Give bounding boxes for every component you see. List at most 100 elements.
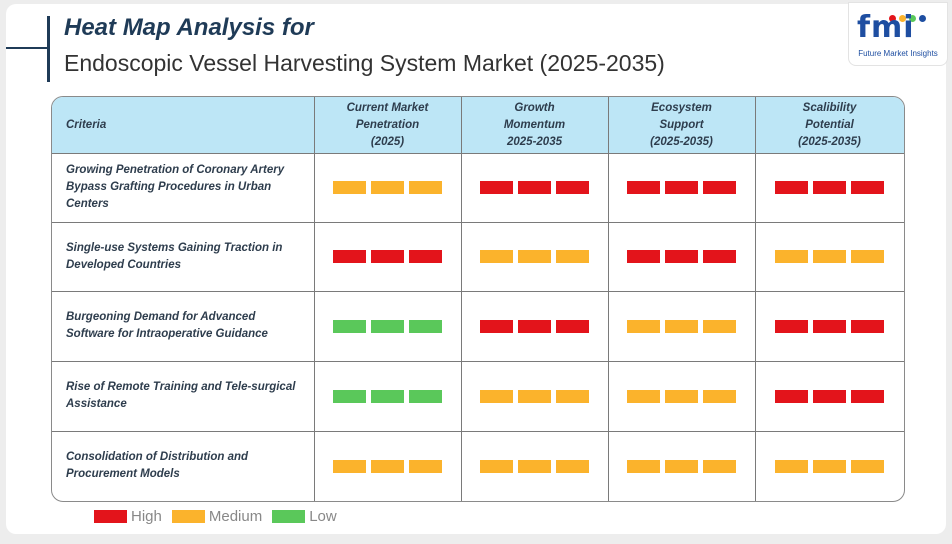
column-divider bbox=[608, 97, 609, 501]
heat-segment-medium bbox=[518, 459, 551, 473]
text-line: Single-use Systems Gaining Traction in bbox=[66, 241, 283, 254]
heat-segment-high bbox=[665, 250, 698, 263]
row-divider bbox=[52, 291, 904, 292]
accent-bar bbox=[47, 16, 50, 82]
column-header: Current Market Penetration (2025) bbox=[315, 100, 461, 151]
heat-cell bbox=[314, 153, 461, 222]
legend-label: Medium bbox=[208, 508, 263, 525]
heat-segment-low bbox=[371, 389, 404, 403]
heat-segment-medium bbox=[665, 319, 698, 333]
heat-segment-high bbox=[333, 250, 366, 263]
legend-swatch bbox=[171, 510, 205, 523]
column-divider bbox=[314, 97, 315, 501]
legend-item-medium: Medium bbox=[171, 508, 263, 525]
logo-mark: fmi bbox=[857, 10, 915, 45]
row-criteria-label: Burgeoning Demand for Advanced Software f… bbox=[66, 309, 306, 343]
logo-tagline: Future Market Insights bbox=[858, 49, 938, 58]
heat-cell bbox=[755, 431, 904, 501]
text-line: Rise of Remote Training and Tele-surgica… bbox=[66, 381, 296, 393]
legend-swatch bbox=[272, 510, 306, 523]
heat-segment-medium bbox=[409, 181, 442, 194]
text-line: Penetration bbox=[355, 118, 420, 131]
heat-segment-high bbox=[775, 181, 808, 194]
title-line-2: Endoscopic Vessel Harvesting System Mark… bbox=[64, 50, 665, 76]
heat-cell bbox=[755, 222, 904, 291]
row-criteria-label: Rise of Remote Training and Tele-surgica… bbox=[66, 379, 306, 413]
text-line: Consolidation of Distribution and bbox=[66, 451, 249, 463]
text-line: Momentum bbox=[503, 118, 566, 131]
heat-cell bbox=[461, 361, 608, 431]
heat-cell bbox=[608, 153, 755, 222]
heat-cell bbox=[608, 361, 755, 431]
heat-segment-medium bbox=[556, 250, 589, 263]
heat-segment-medium bbox=[333, 459, 366, 473]
text-line: Scalibility bbox=[802, 101, 857, 114]
legend-swatch bbox=[94, 510, 127, 523]
heatmap-table: Criteria Current Market Penetration (2025) G… bbox=[51, 96, 905, 502]
heat-segment-high bbox=[556, 319, 589, 333]
text-line: Procurement Models bbox=[66, 468, 180, 480]
heat-segment-high bbox=[627, 250, 660, 263]
text-line: Support bbox=[659, 118, 704, 131]
heat-cell bbox=[461, 153, 608, 222]
heat-segment-medium bbox=[556, 389, 589, 403]
heat-segment-medium bbox=[371, 181, 404, 194]
legend: High Medium Low bbox=[94, 508, 347, 525]
text-line: Current Market bbox=[346, 101, 429, 114]
row-criteria-label: Growing Penetration of Coronary Artery By… bbox=[66, 162, 306, 213]
row-divider bbox=[52, 153, 904, 154]
heat-segment-high bbox=[813, 319, 846, 333]
column-header: Ecosystem Support (2025-2035) bbox=[609, 100, 755, 151]
heat-cell bbox=[461, 291, 608, 361]
heat-segment-high bbox=[409, 250, 442, 263]
heat-cell bbox=[314, 361, 461, 431]
heat-segment-low bbox=[409, 319, 442, 333]
heat-segment-medium bbox=[851, 459, 884, 473]
heat-cell bbox=[608, 431, 755, 501]
heat-segment-high bbox=[851, 319, 884, 333]
row-divider bbox=[52, 222, 904, 223]
header-row bbox=[52, 97, 904, 153]
heat-segment-high bbox=[627, 181, 660, 194]
text-line: (2025-2035) bbox=[650, 135, 713, 148]
heat-segment-medium bbox=[851, 250, 884, 263]
heat-segment-medium bbox=[480, 459, 513, 473]
heat-segment-medium bbox=[518, 389, 551, 403]
heat-segment-high bbox=[851, 181, 884, 194]
heat-segment-medium bbox=[813, 250, 846, 263]
heat-segment-low bbox=[409, 389, 442, 403]
logo-dots bbox=[889, 9, 929, 27]
heat-segment-high bbox=[556, 181, 589, 194]
heat-segment-high bbox=[518, 319, 551, 333]
text-line: Developed Countries bbox=[66, 258, 182, 271]
heat-segment-medium bbox=[813, 459, 846, 473]
heat-cell bbox=[755, 361, 904, 431]
heat-segment-medium bbox=[518, 250, 551, 263]
legend-item-low: Low bbox=[272, 508, 337, 525]
heat-segment-medium bbox=[703, 459, 736, 473]
heat-cell bbox=[461, 222, 608, 291]
heat-segment-medium bbox=[480, 389, 513, 403]
heat-segment-high bbox=[775, 389, 808, 403]
heat-segment-high bbox=[775, 319, 808, 333]
row-criteria-label: Consolidation of Distribution and Procure… bbox=[66, 449, 306, 483]
heat-segment-high bbox=[665, 181, 698, 194]
legend-label: Low bbox=[309, 508, 337, 525]
heat-segment-medium bbox=[703, 389, 736, 403]
heat-segment-medium bbox=[775, 459, 808, 473]
heat-segment-high bbox=[813, 181, 846, 194]
fmi-logo: fmi Future Market Insights bbox=[848, 2, 948, 66]
column-header: Scalibility Potential (2025-2035) bbox=[757, 100, 903, 151]
heat-segment-medium bbox=[371, 459, 404, 473]
heat-segment-medium bbox=[703, 319, 736, 333]
heat-segment-medium bbox=[480, 250, 513, 263]
text-line: Bypass Grafting Procedures in Urban bbox=[66, 181, 272, 193]
text-line: Centers bbox=[66, 198, 109, 210]
heat-segment-medium bbox=[627, 459, 660, 473]
heat-segment-medium bbox=[775, 250, 808, 263]
column-divider bbox=[461, 97, 462, 501]
text-line: Assistance bbox=[66, 398, 127, 410]
row-criteria-label: Single-use Systems Gaining Traction in De… bbox=[66, 240, 306, 274]
heat-segment-high bbox=[813, 389, 846, 403]
text-line: Software for Intraoperative Guidance bbox=[66, 328, 268, 340]
